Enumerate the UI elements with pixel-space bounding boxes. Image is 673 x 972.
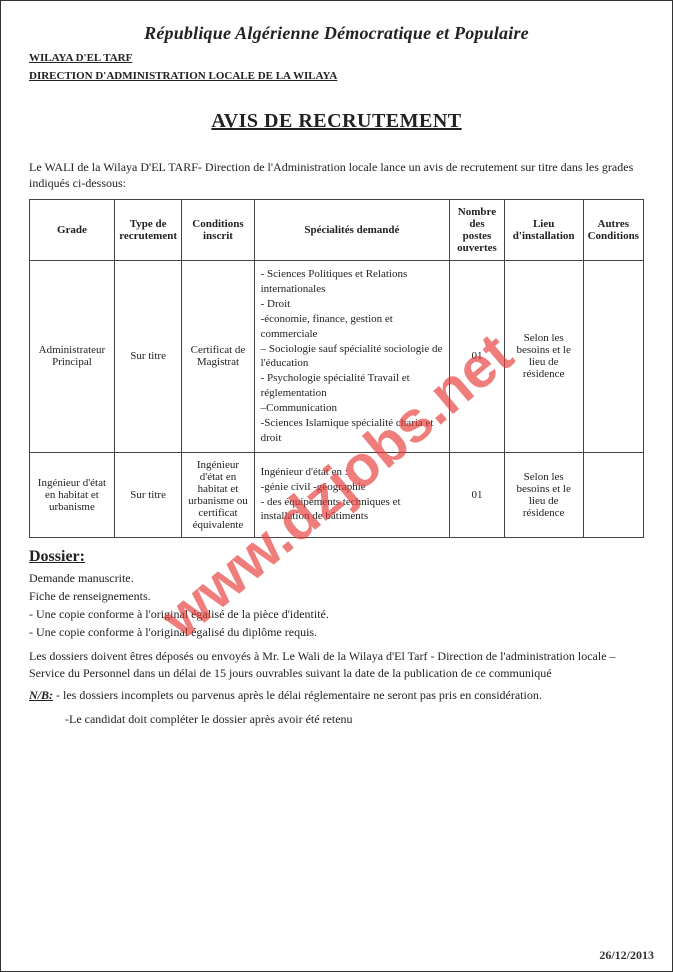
table-cell: Ingénieur d'état en :-génie civil -géogr… <box>254 452 450 537</box>
table-cell: 01 <box>450 261 505 452</box>
dossier-item: - Une copie conforme à l'original égalis… <box>29 624 644 640</box>
table-cell <box>583 261 643 452</box>
table-cell: Ingénieur d'état en habitat et urbanisme… <box>182 452 254 537</box>
nb-label: N/B: <box>29 688 53 702</box>
document-page: République Algérienne Démocratique et Po… <box>0 0 673 972</box>
direction-line: DIRECTION D'ADMINISTRATION LOCALE DE LA … <box>29 70 644 82</box>
table-cell: Administrateur Principal <box>30 261 115 452</box>
table-col-header: Autres Conditions <box>583 200 643 261</box>
wilaya-line: WILAYA D'EL TARF <box>29 52 644 64</box>
dossier-extra: -Le candidat doit compléter le dossier a… <box>65 711 644 728</box>
dossier-paragraph: Les dossiers doivent êtres déposés ou en… <box>29 648 644 682</box>
intro-paragraph: Le WALI de la Wilaya D'EL TARF- Directio… <box>29 159 644 191</box>
country-header: République Algérienne Démocratique et Po… <box>29 23 644 44</box>
table-cell: Selon les besoins et le lieu de résidenc… <box>504 261 583 452</box>
table-cell: - Sciences Politiques et Relations inter… <box>254 261 450 452</box>
table-col-header: Type de recrutement <box>114 200 181 261</box>
grades-table: GradeType de recrutementConditions inscr… <box>29 199 644 537</box>
table-cell: Selon les besoins et le lieu de résidenc… <box>504 452 583 537</box>
table-cell: Ingénieur d'état en habitat et urbanisme <box>30 452 115 537</box>
dossier-list: Demande manuscrite. Fiche de renseignemen… <box>29 570 644 641</box>
table-row: Administrateur PrincipalSur titreCertifi… <box>30 261 644 452</box>
dossier-title: Dossier: <box>29 548 644 566</box>
table-col-header: Lieu d'installation <box>504 200 583 261</box>
dossier-item: Fiche de renseignements. <box>29 588 644 604</box>
table-cell: Sur titre <box>114 452 181 537</box>
table-cell: 01 <box>450 452 505 537</box>
table-cell <box>583 452 643 537</box>
nb-text: - les dossiers incomplets ou parvenus ap… <box>56 688 542 702</box>
table-col-header: Spécialités demandé <box>254 200 450 261</box>
table-col-header: Conditions inscrit <box>182 200 254 261</box>
table-col-header: Nombre des postes ouvertes <box>450 200 505 261</box>
dossier-item: Demande manuscrite. <box>29 570 644 586</box>
dossier-item: - Une copie conforme à l'original égalis… <box>29 606 644 622</box>
table-header-row: GradeType de recrutementConditions inscr… <box>30 200 644 261</box>
table-cell: Certificat de Magistrat <box>182 261 254 452</box>
table-row: Ingénieur d'état en habitat et urbanisme… <box>30 452 644 537</box>
table-cell: Sur titre <box>114 261 181 452</box>
table-body: Administrateur PrincipalSur titreCertifi… <box>30 261 644 537</box>
table-head: GradeType de recrutementConditions inscr… <box>30 200 644 261</box>
nb-line: N/B: - les dossiers incomplets ou parven… <box>29 688 644 703</box>
footer-date: 26/12/2013 <box>599 948 654 963</box>
table-col-header: Grade <box>30 200 115 261</box>
notice-title: AVIS DE RECRUTEMENT <box>29 110 644 133</box>
